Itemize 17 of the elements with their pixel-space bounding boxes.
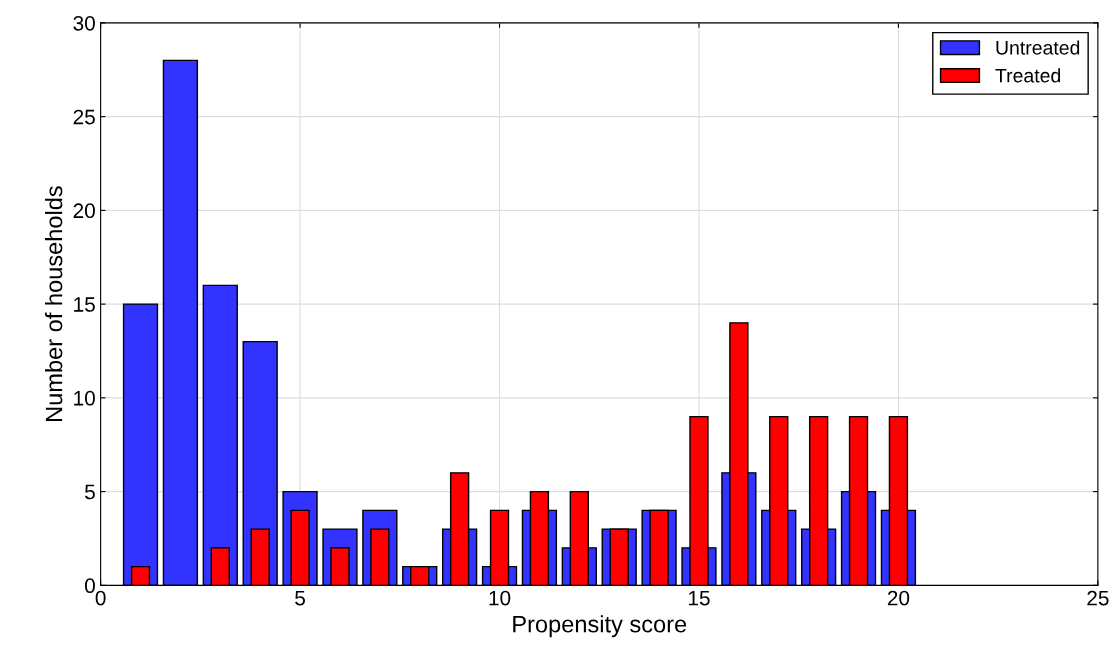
x-tick-label: 15	[688, 590, 710, 606]
y-tick-label: 0	[84, 578, 95, 594]
x-axis-title: Propensity score	[513, 615, 687, 638]
y-tick-label: 30	[73, 15, 95, 31]
x-tick-label: 25	[1087, 590, 1109, 606]
legend-label: Treated	[995, 68, 1061, 83]
y-tick-label: 20	[73, 203, 95, 219]
x-tick-label: 0	[95, 590, 106, 606]
y-tick-label: 25	[73, 109, 95, 125]
legend-label: Untreated	[996, 40, 1080, 55]
y-tick-label: 5	[85, 484, 95, 500]
y-tick-label: 15	[74, 297, 95, 312]
x-tick-label: 10	[489, 590, 511, 606]
y-axis-title: Number of households	[45, 186, 63, 421]
x-tick-label: 20	[887, 590, 910, 606]
x-tick-label: 5	[295, 590, 305, 606]
y-tick-label: 10	[74, 390, 95, 406]
